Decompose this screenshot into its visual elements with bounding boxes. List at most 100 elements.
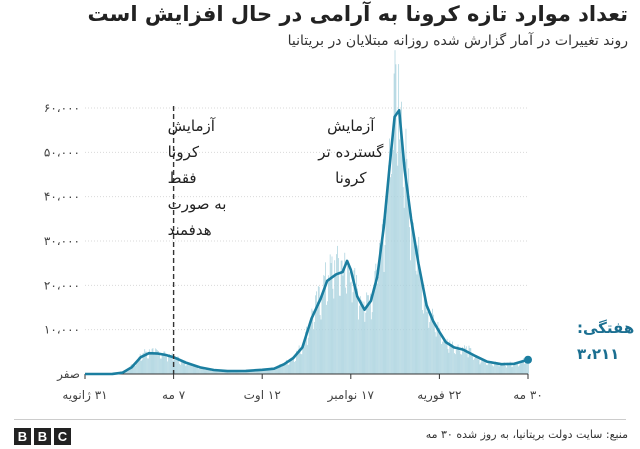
daily-bar [517,362,518,374]
daily-bar [525,361,526,374]
daily-bar [432,308,433,374]
daily-bar [169,354,170,374]
daily-bar [187,363,189,374]
daily-bar [412,226,413,374]
axes: صفر ۱۰،۰۰۰ ۲۰،۰۰۰ ۳۰،۰۰۰ ۴۰،۰۰۰ ۵۰،۰۰۰ ۶۰،۰۰۰ ۳… [44,101,543,403]
daily-bar [443,337,445,374]
daily-bar [504,362,505,374]
daily-bar [157,350,158,374]
daily-bar [160,358,162,374]
daily-bar [307,337,309,374]
daily-bar [360,299,362,374]
x-tick-label: ۳۱ ژانویه [62,388,107,403]
bbc-logo: B B C [14,428,71,445]
daily-bar [264,368,265,374]
daily-bar [280,364,282,374]
daily-bar [515,363,516,374]
daily-bar [348,272,350,374]
latest-average-marker [524,355,532,364]
daily-bar [496,362,498,374]
daily-bar [416,274,418,374]
daily-bar [508,363,510,374]
cases-chart: صفر ۱۰،۰۰۰ ۲۰،۰۰۰ ۳۰،۰۰۰ ۴۰،۰۰۰ ۵۰،۰۰۰ ۶۰،۰۰۰ ۳… [44,50,640,403]
daily-bar [161,354,163,374]
daily-bar [483,361,484,374]
daily-bar [394,50,396,374]
daily-bar [485,362,486,374]
daily-bar [263,369,264,374]
daily-bar [494,363,495,374]
x-tick-label: ۷ مه [162,388,186,402]
daily-bar [372,288,374,374]
daily-bar [323,275,325,374]
annotation-line: گسترده تر [317,143,384,161]
daily-cases-bars [85,50,529,375]
daily-bar [175,357,177,374]
daily-bar [215,369,217,374]
daily-bar [442,341,443,374]
daily-bar [458,348,460,374]
daily-bar [231,371,232,374]
daily-bar [385,215,387,374]
daily-bar [270,369,272,374]
daily-bar [131,364,133,374]
daily-bar [135,365,136,374]
daily-bar [165,354,167,374]
daily-bar [474,358,475,374]
daily-bar [301,354,303,374]
daily-bar [148,349,150,374]
daily-bar [524,363,526,374]
daily-bar [381,224,383,374]
daily-bar [184,360,186,374]
daily-bar [341,260,343,374]
daily-bar [512,366,514,374]
daily-bar [457,344,459,374]
source-note: منبع: سایت دولت بریتانیا، به روز شده ۳۰ … [425,428,628,441]
daily-bar [257,369,259,374]
daily-bar [170,357,172,374]
daily-bar [326,304,327,374]
daily-bar [308,325,310,374]
y-tick-label: ۵۰،۰۰۰ [44,145,80,159]
chart-subtitle: روند تغییرات در آمار گزارش شده روزانه مب… [287,33,628,49]
daily-bar [378,277,379,374]
daily-bar [464,345,465,374]
daily-bar [456,346,458,374]
daily-bar [444,340,446,374]
daily-bar [414,237,416,374]
daily-bar [228,370,230,374]
daily-bar [506,365,508,374]
daily-bar [209,368,210,374]
daily-bar [294,361,295,374]
daily-bar [232,370,233,374]
daily-bar [472,354,474,374]
daily-bar [526,357,527,374]
daily-bar [200,367,201,374]
daily-bar [485,364,487,374]
daily-bar [158,351,159,374]
daily-bar [353,270,355,374]
daily-bar [409,227,410,374]
daily-bar [342,275,344,374]
daily-bar [481,359,483,374]
daily-bar [273,368,274,374]
daily-bar [216,369,218,374]
daily-bar [344,252,346,374]
daily-bar [329,254,331,374]
daily-bar [146,351,147,374]
daily-bar [214,370,216,374]
daily-bar [142,353,144,374]
daily-bar [514,362,516,374]
daily-bar [199,368,200,374]
daily-bar [499,365,501,374]
daily-bar [164,351,166,374]
daily-bar [334,260,336,374]
annotation-line: ۳،۲۱۱ [577,345,619,363]
daily-bar [387,183,389,374]
daily-bar [380,252,381,374]
daily-bar [506,367,507,374]
daily-bar [402,187,404,374]
daily-bar [282,365,284,374]
daily-bar [520,361,522,374]
daily-bar [357,288,358,374]
